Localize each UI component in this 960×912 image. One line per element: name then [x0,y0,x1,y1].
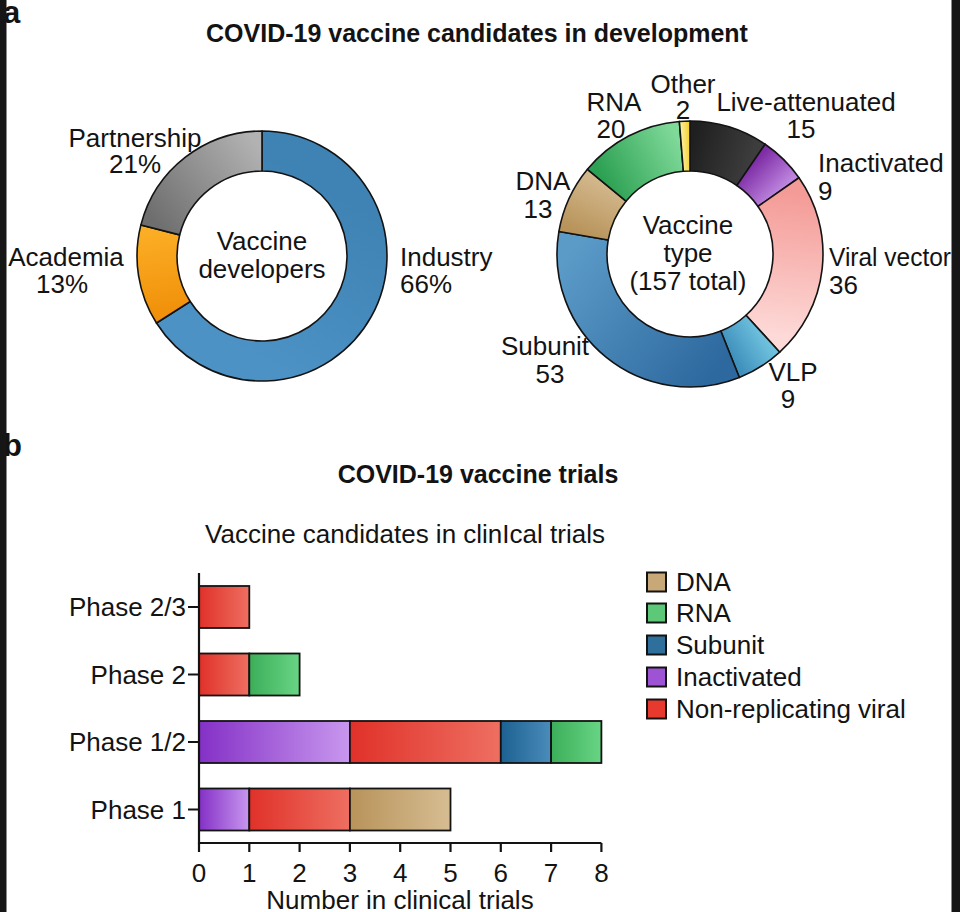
legend-label: DNA [676,567,732,597]
segment-value: 21% [109,149,161,179]
x-tick-label: 1 [242,858,256,888]
donut-vaccine-type: Live-attenuated15Inactivated9Viral vecto… [501,69,951,414]
donut-vaccine-developers: Industry66%Academia13%Partnership21%Vacc… [8,123,492,381]
bar-segment-rna [249,654,299,696]
segment-value: 13% [36,269,88,299]
bar-segment-non-replicating-viral [199,586,249,628]
donut-center-label: Vaccine [643,210,734,240]
legend-swatch-dna [647,573,666,592]
category-label: Phase 1 [91,795,186,825]
legend-label: Subunit [676,630,765,660]
bar-chart: Phase 2/3 Phase 2 Phase 1/2 Phase 1 0 1 2 3 4 5 6 7… [69,573,609,888]
legend-swatch-subunit [647,636,666,655]
category-label: Phase 2 [91,660,186,690]
left-border-bar [0,0,7,912]
legend-swatch-non-replicating-viral [647,700,666,719]
segment-value: 53 [536,359,565,389]
bar-segment-non-replicating-viral [350,721,501,763]
segment-label: Subunit [501,331,590,361]
panel-a-title: COVID-19 vaccine candidates in developme… [206,19,749,47]
legend-swatch-rna [647,604,666,623]
segment-value: 66% [400,269,452,299]
donut-center-label: (157 total) [629,266,746,296]
segment-value: 9 [781,384,795,414]
x-tick-label: 2 [292,858,306,888]
bar-chart-title: Vaccine candidates in clinIcal trials [205,519,605,549]
bar-segment-inactivated [199,721,350,763]
x-tick-label: 3 [343,858,357,888]
x-axis-label: Number in clinical trials [266,885,533,912]
segment-value: 15 [787,114,816,144]
segment-label: Industry [400,242,493,272]
category-label: Phase 2/3 [69,592,186,622]
x-tick-label: 7 [544,858,558,888]
x-tick-label: 0 [192,858,206,888]
x-tick-label: 6 [494,858,508,888]
legend-label: Non-replicating viral [676,694,906,724]
segment-value: 9 [818,176,832,206]
category-label: Phase 1/2 [69,727,186,757]
segment-label: Academia [8,242,124,272]
segment-value: 2 [676,95,690,125]
right-border-bar [952,0,960,912]
segment-label: Inactivated [818,148,944,178]
bar-chart-legend: DNARNASubunitInactivatedNon-replicating … [647,567,906,724]
segment-label: Viral vector [829,242,951,272]
bar-segment-inactivated [199,789,249,831]
bar-segment-non-replicating-viral [249,789,350,831]
donut-center-label: type [663,238,712,268]
donut-center-label: developers [198,254,325,284]
segment-label: RNA [587,87,643,117]
figure: a COVID-19 vaccine candidates in develop… [0,0,960,912]
segment-value: 36 [829,270,858,300]
panel-b-title: COVID-19 vaccine trials [338,460,619,488]
segment-value: 13 [524,194,553,224]
segment-label: DNA [516,166,572,196]
legend-label: Inactivated [676,662,802,692]
bar-segment-rna [551,721,601,763]
bar-segment-non-replicating-viral [199,654,249,696]
legend-swatch-inactivated [647,668,666,687]
bar-segment-dna [350,789,451,831]
segment-label: VLP [768,357,817,387]
bar-segment-subunit [501,721,551,763]
x-tick-label: 4 [393,858,407,888]
donut-center-label: Vaccine [217,226,308,256]
x-tick-label: 8 [594,858,608,888]
legend-label: RNA [676,598,732,628]
x-tick-label: 5 [443,858,457,888]
segment-label: Live-attenuated [716,87,895,117]
segment-value: 20 [597,114,626,144]
